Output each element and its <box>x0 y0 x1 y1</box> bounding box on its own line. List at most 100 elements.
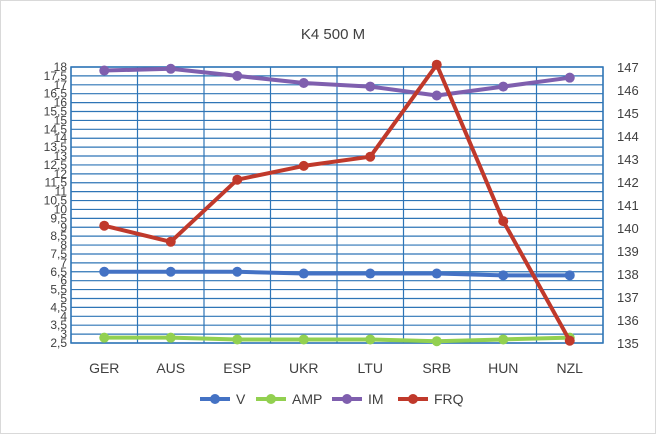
legend-item-frq: FRQ <box>398 391 464 407</box>
left-tick-label: 9,5 <box>50 211 67 225</box>
left-axis-ticks: 2,533,544,555,566,577,588,599,51010,5111… <box>44 60 68 350</box>
left-tick-label: 3 <box>60 327 67 341</box>
left-tick-label: 15 <box>54 113 68 127</box>
left-tick-label: 16 <box>54 96 68 110</box>
right-tick-label: 147 <box>617 60 639 75</box>
data-point-frq <box>165 236 176 247</box>
right-axis-ticks: 135 136 137 138 139 140 141 142 143 144 145 146 147 <box>617 60 639 351</box>
data-point-frq <box>498 216 509 227</box>
data-point-amp <box>99 332 110 343</box>
data-point-im <box>232 70 243 81</box>
left-tick-label: 16,5 <box>44 87 68 101</box>
data-point-frq <box>564 335 575 346</box>
left-tick-label: 5 <box>60 291 67 305</box>
data-point-frq <box>99 220 110 231</box>
left-tick-label: 4,5 <box>50 300 67 314</box>
legend-swatch-marker <box>266 394 276 404</box>
legend-item-v: V <box>200 391 246 407</box>
x-tick-label: LTU <box>358 360 383 376</box>
chart-title: K4 500 M <box>301 26 365 43</box>
right-tick-label: 140 <box>617 221 639 236</box>
series-v <box>99 266 575 281</box>
right-tick-label: 136 <box>617 313 639 328</box>
left-tick-label: 17 <box>54 78 68 92</box>
x-tick-label: GER <box>89 360 119 376</box>
data-point-v <box>564 270 575 281</box>
left-tick-label: 14,5 <box>44 122 68 136</box>
x-tick-label: SRB <box>422 360 451 376</box>
data-point-v <box>298 268 309 279</box>
left-tick-label: 9 <box>60 220 67 234</box>
x-tick-label: NZL <box>557 360 584 376</box>
x-tick-label: ESP <box>223 360 251 376</box>
legend-label: IM <box>368 391 384 407</box>
left-tick-label: 6,5 <box>50 265 67 279</box>
data-point-amp <box>298 334 309 345</box>
series-layer <box>99 59 575 347</box>
left-tick-label: 11,5 <box>45 176 68 190</box>
legend-swatch-marker <box>342 394 352 404</box>
left-tick-label: 10 <box>54 202 68 216</box>
left-tick-label: 14 <box>54 131 68 145</box>
right-tick-label: 141 <box>617 198 639 213</box>
legend-swatch-marker <box>408 394 418 404</box>
left-tick-label: 7,5 <box>50 247 67 261</box>
data-point-im <box>431 90 442 101</box>
legend-item-im: IM <box>332 391 384 407</box>
right-tick-label: 145 <box>617 106 639 121</box>
data-point-im <box>564 72 575 83</box>
right-tick-label: 138 <box>617 267 639 282</box>
left-tick-label: 3,5 <box>50 318 67 332</box>
left-tick-label: 4 <box>60 309 67 323</box>
left-tick-label: 13 <box>54 149 68 163</box>
left-tick-label: 12,5 <box>44 158 68 172</box>
left-tick-label: 12 <box>54 167 68 181</box>
right-tick-label: 142 <box>617 175 639 190</box>
left-tick-label: 13,5 <box>44 140 68 154</box>
left-tick-label: 17,5 <box>44 69 68 83</box>
right-tick-label: 135 <box>617 336 639 351</box>
left-tick-label: 15,5 <box>44 105 68 119</box>
left-tick-label: 7 <box>60 256 67 270</box>
legend-label: FRQ <box>434 391 464 407</box>
data-point-im <box>298 78 309 89</box>
x-axis-ticks: GER AUS ESP UKR LTU SRB HUN NZL <box>89 360 583 376</box>
series-line-v <box>104 269 570 278</box>
left-tick-label: 11 <box>55 185 68 199</box>
series-im <box>99 63 575 101</box>
series-line-im <box>104 66 571 98</box>
data-point-frq <box>365 151 376 162</box>
left-tick-label: 2,5 <box>50 336 67 350</box>
legend: V AMP IM FRQ <box>200 391 464 407</box>
left-tick-label: 18 <box>54 60 68 74</box>
data-point-v <box>232 266 243 277</box>
series-line-frq <box>103 62 572 342</box>
legend-item-amp: AMP <box>256 391 322 407</box>
left-tick-label: 10,5 <box>44 194 68 208</box>
right-tick-label: 137 <box>617 290 639 305</box>
right-tick-label: 146 <box>617 83 639 98</box>
x-tick-label: UKR <box>289 360 319 376</box>
x-tick-label: AUS <box>156 360 185 376</box>
data-point-amp <box>365 334 376 345</box>
data-point-v <box>498 270 509 281</box>
left-tick-label: 8,5 <box>50 229 67 243</box>
data-point-frq <box>298 160 309 171</box>
data-point-frq <box>232 174 243 185</box>
legend-swatch-marker <box>210 394 220 404</box>
data-point-im <box>165 63 176 74</box>
data-point-v <box>365 268 376 279</box>
right-tick-label: 144 <box>617 129 639 144</box>
data-point-v <box>165 266 176 277</box>
data-point-v <box>431 268 442 279</box>
legend-label: AMP <box>292 391 322 407</box>
data-point-v <box>99 266 110 277</box>
gridlines <box>70 66 604 344</box>
data-point-amp <box>165 332 176 343</box>
right-tick-label: 139 <box>617 244 639 259</box>
x-tick-label: HUN <box>488 360 518 376</box>
series-frq <box>99 59 575 346</box>
data-point-im <box>99 65 110 76</box>
